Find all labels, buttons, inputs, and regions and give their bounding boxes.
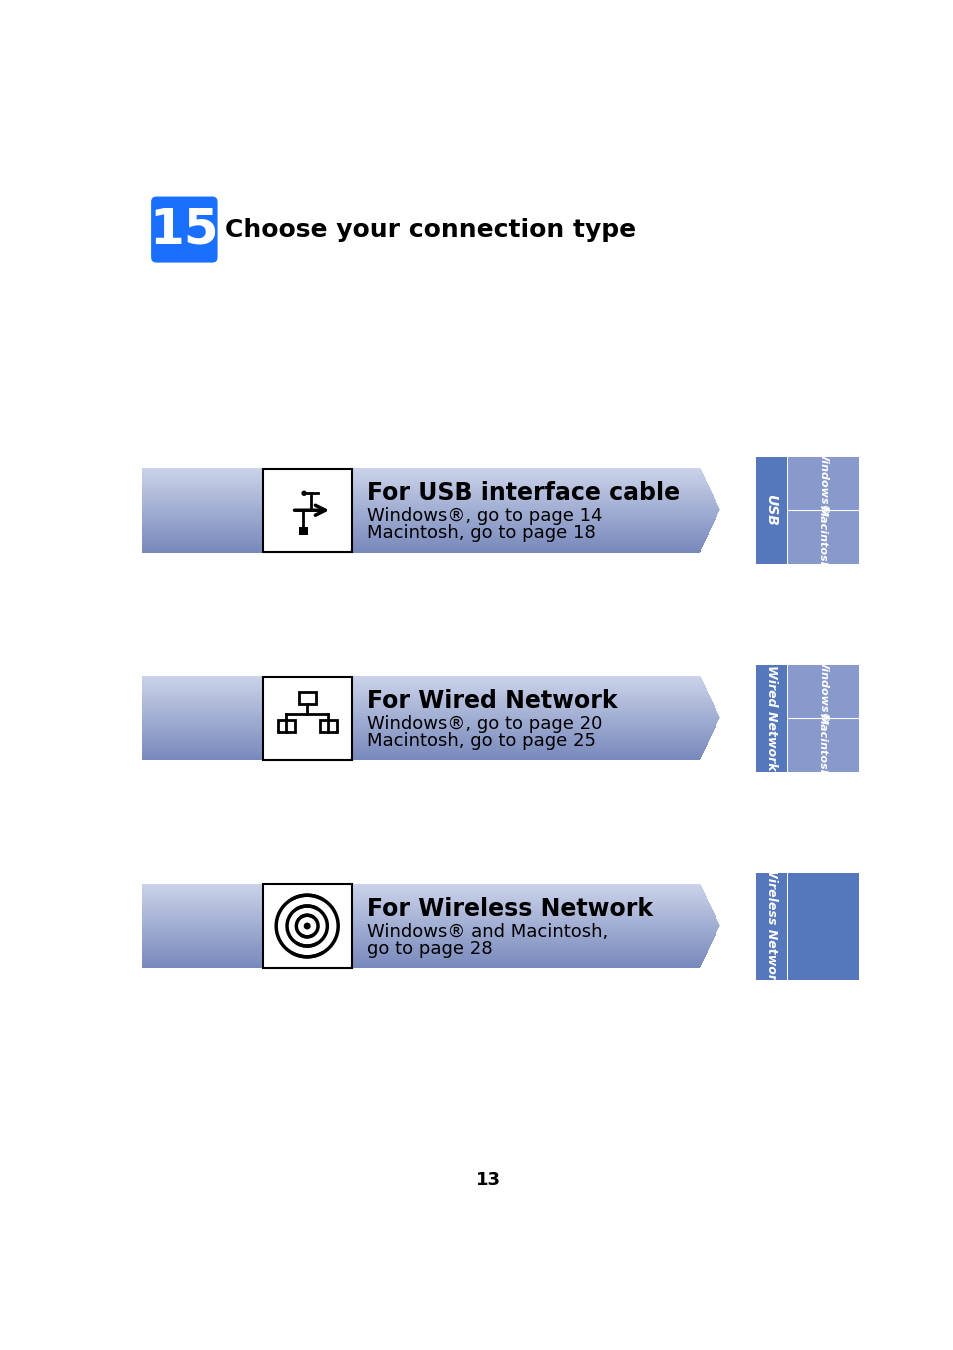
Text: Choose your connection type: Choose your connection type <box>224 217 635 242</box>
Text: For USB interface cable: For USB interface cable <box>367 482 679 505</box>
Circle shape <box>301 490 307 495</box>
Bar <box>298 693 315 705</box>
Text: Macintosh, go to page 18: Macintosh, go to page 18 <box>367 524 596 543</box>
Bar <box>754 456 786 564</box>
Text: go to page 28: go to page 28 <box>367 940 493 958</box>
Bar <box>786 456 858 510</box>
Text: Windows® and Macintosh,: Windows® and Macintosh, <box>367 923 608 941</box>
Bar <box>786 510 858 564</box>
Bar <box>262 468 352 552</box>
Text: Macintosh: Macintosh <box>817 713 827 778</box>
Text: USB: USB <box>763 494 778 526</box>
Bar <box>262 676 352 760</box>
Text: For Wireless Network: For Wireless Network <box>367 898 653 921</box>
Bar <box>754 872 786 980</box>
Text: Wired Network: Wired Network <box>763 666 777 771</box>
Text: Macintosh, go to page 25: Macintosh, go to page 25 <box>367 732 596 751</box>
Bar <box>298 526 308 535</box>
Text: 15: 15 <box>150 205 219 254</box>
Text: Wireless Network: Wireless Network <box>763 864 777 988</box>
Text: Windows®, go to page 20: Windows®, go to page 20 <box>367 716 602 733</box>
Bar <box>786 718 858 772</box>
Text: For Wired Network: For Wired Network <box>367 690 618 713</box>
Text: Windows®: Windows® <box>817 450 827 517</box>
Bar <box>319 720 336 732</box>
Circle shape <box>303 922 311 930</box>
Text: 13: 13 <box>476 1170 501 1189</box>
Text: Windows®: Windows® <box>817 657 827 725</box>
Bar <box>786 872 858 980</box>
Bar <box>277 720 294 732</box>
Bar <box>754 664 786 772</box>
Text: Macintosh: Macintosh <box>817 505 827 570</box>
Bar <box>786 664 858 718</box>
Bar <box>262 884 352 968</box>
Text: Windows®, go to page 14: Windows®, go to page 14 <box>367 508 602 525</box>
FancyBboxPatch shape <box>152 197 216 262</box>
